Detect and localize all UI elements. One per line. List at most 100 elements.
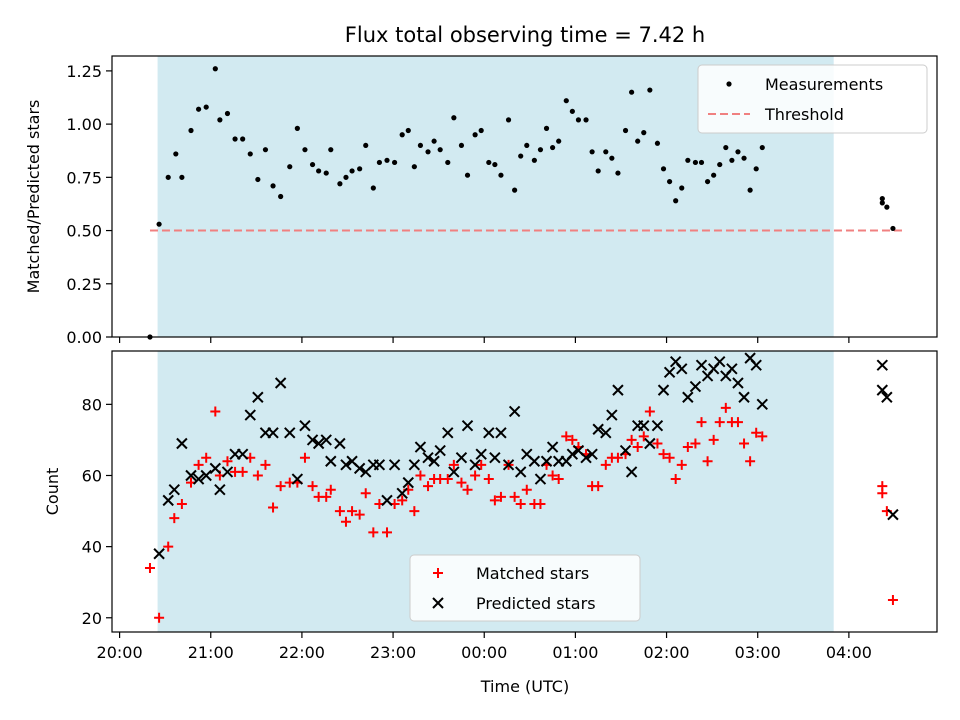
measurement-point: [357, 166, 363, 172]
predicted-star-point: [689, 380, 702, 393]
predicted-star-point: [475, 448, 487, 460]
matched-star-point: [360, 488, 371, 499]
measurement-point: [270, 183, 276, 189]
matched-star-point: [644, 406, 655, 417]
matched-star-point: [163, 541, 174, 552]
predicted-star-point: [600, 427, 612, 439]
measurement-point: [512, 187, 518, 193]
x-tick-label: 00:00: [461, 643, 507, 662]
matched-star-point: [222, 456, 233, 467]
matched-star-point: [456, 477, 467, 488]
measurement-point: [165, 174, 171, 180]
predicted-star-point: [402, 476, 414, 489]
x-axis-label: Time (UTC): [480, 677, 569, 696]
matched-star-point: [751, 427, 762, 438]
predicted-star-point: [580, 452, 592, 464]
y-tick-label: 0.75: [66, 168, 102, 187]
matched-star-point: [509, 491, 520, 502]
measurement-point: [212, 66, 218, 72]
matched-star-point: [176, 498, 187, 509]
measurement-point: [498, 172, 504, 178]
matched-star-point: [462, 484, 473, 495]
measurement-point: [240, 136, 246, 142]
predicted-star-point: [153, 548, 165, 560]
legend-box: [697, 64, 928, 134]
predicted-star-point: [566, 448, 579, 460]
predicted-star-point: [168, 484, 181, 496]
measurement-point: [232, 136, 238, 142]
measurement-point: [405, 127, 411, 134]
matched-star-point: [676, 459, 687, 470]
matched-star-point: [260, 459, 271, 470]
predicted-star-point: [381, 494, 393, 507]
predicted-star-point: [373, 459, 386, 471]
y-tick-label: 0.00: [66, 328, 102, 347]
measurement-point: [735, 149, 741, 155]
measurement-point: [343, 174, 349, 180]
matched-star-point: [409, 506, 420, 517]
measurement-point: [583, 117, 589, 123]
matched-star-point: [682, 442, 693, 453]
predicted-star-point: [502, 459, 515, 471]
matched-star-point: [489, 495, 500, 506]
legend-measurement-marker: [726, 81, 732, 87]
measurement-point: [563, 98, 569, 104]
measurement-point: [302, 147, 308, 153]
matched-star-point: [307, 481, 318, 492]
predicted-star-point: [887, 508, 899, 521]
legend-label-measurements: Measurements: [765, 75, 883, 94]
predicted-star-point: [495, 427, 507, 439]
measurement-point: [641, 130, 647, 136]
measurement-point: [278, 193, 284, 200]
measurement-point: [328, 147, 334, 153]
measurement-point: [391, 159, 398, 166]
predicted-star-point: [306, 434, 319, 446]
measurement-point: [629, 89, 635, 95]
measurement-point: [890, 225, 896, 232]
predicted-star-point: [408, 459, 421, 471]
x-tick-label: 23:00: [370, 643, 416, 662]
measurement-point: [363, 142, 369, 149]
legend-box: [409, 554, 641, 622]
matched-star-point: [732, 417, 743, 428]
matched-star-point: [210, 406, 221, 417]
measurement-point: [556, 138, 562, 144]
measurement-point: [478, 127, 484, 134]
x-tick-label: 03:00: [735, 643, 781, 662]
predicted-star-point: [489, 452, 501, 464]
measurement-point: [431, 138, 437, 144]
measurement-point: [647, 87, 653, 93]
matched-star-point: [321, 491, 332, 502]
matched-star-point: [626, 434, 637, 445]
axes-frame: [111, 55, 938, 338]
predicted-star-point: [726, 363, 738, 375]
top-panel: 0.00 0.25 0.50 0.75 1.00 1.25 Matched/Predicte…: [24, 55, 938, 347]
matched-star-point: [476, 459, 487, 470]
measurement-point: [729, 157, 735, 163]
matched-star-point: [553, 474, 564, 485]
measurement-point: [287, 164, 293, 170]
legend-label-predicted: Predicted stars: [476, 594, 596, 613]
measurement-point: [492, 161, 498, 168]
measurement-point: [384, 157, 390, 163]
predicted-star-point: [750, 359, 762, 371]
measurement-point: [679, 185, 685, 191]
matched-star-point: [347, 506, 358, 517]
predicted-star-point: [732, 377, 744, 389]
predicted-star-point: [881, 391, 893, 403]
measurement-point: [156, 221, 162, 227]
matched-star-point: [593, 481, 604, 492]
legend-matched-marker: [433, 568, 443, 578]
predicted-star-point: [508, 405, 521, 418]
measurement-point: [603, 149, 609, 155]
measurement-point: [224, 110, 231, 117]
y-tick-label: 60: [82, 466, 102, 485]
y-axis-label: Count: [43, 468, 62, 516]
matched-star-point: [652, 438, 663, 449]
x-tick-label: 21:00: [188, 643, 234, 662]
measurement-point: [879, 196, 885, 202]
matched-star-point: [368, 527, 379, 538]
measurement-point: [337, 181, 343, 187]
measurement-point: [595, 168, 601, 174]
